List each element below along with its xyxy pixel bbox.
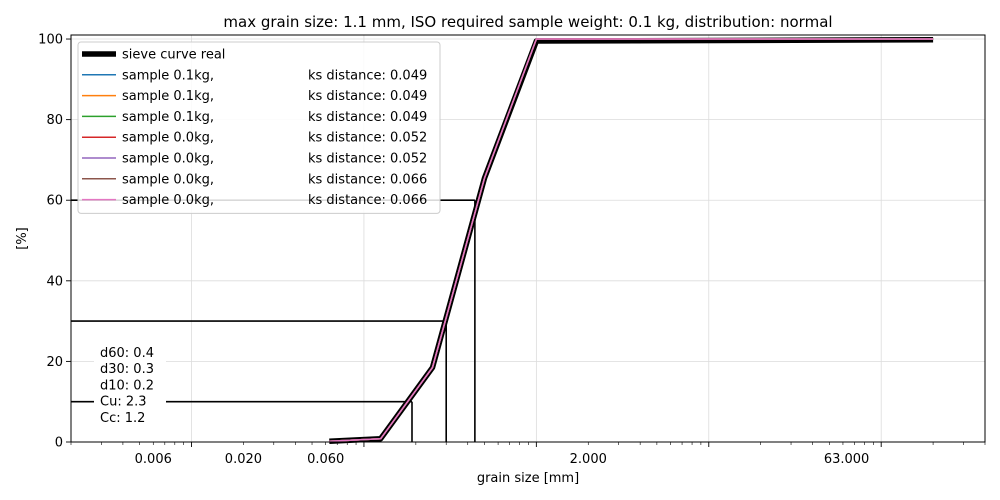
- curves: [329, 37, 934, 444]
- legend-label-sample: sample 0.1kg,: [122, 110, 214, 125]
- plot-frame: [70, 34, 986, 443]
- x-tick-label: 0.020: [225, 452, 262, 467]
- y-tick-label: 0: [55, 436, 63, 451]
- legend-label-sample: sample 0.1kg,: [122, 68, 214, 83]
- legend-label-sample: sample 0.0kg,: [122, 172, 214, 187]
- stat-d10: d10: 0.2: [100, 378, 154, 393]
- legend-ks-distance: ks distance: 0.049: [308, 110, 427, 125]
- legend-ks-distance: ks distance: 0.049: [308, 89, 427, 104]
- legend-ks-distance: ks distance: 0.049: [308, 68, 427, 83]
- sample-curve: [329, 38, 934, 442]
- y-axis-ticks: 0 20 40 60 80 100: [38, 33, 71, 451]
- x-tick-label: 63.000: [824, 452, 870, 467]
- y-tick-label: 100: [38, 33, 63, 48]
- stat-d60: d60: 0.4: [100, 346, 154, 361]
- y-tick-label: 60: [46, 194, 63, 209]
- legend-label-sample: sample 0.0kg,: [122, 152, 214, 167]
- y-tick-label: 40: [46, 274, 63, 289]
- legend-label-sample: sample 0.0kg,: [122, 193, 214, 208]
- legend-ks-distance: ks distance: 0.052: [308, 152, 427, 167]
- legend-label-sample: sample 0.1kg,: [122, 89, 214, 104]
- y-axis-label: [%]: [15, 227, 30, 250]
- y-tick-label: 80: [46, 113, 63, 128]
- legend-label-real: sieve curve real: [122, 48, 225, 63]
- x-axis-label: grain size [mm]: [477, 471, 579, 486]
- legend-ks-distance: ks distance: 0.052: [308, 131, 427, 146]
- stat-d30: d30: 0.3: [100, 362, 154, 377]
- stat-cu: Cu: 2.3: [100, 395, 147, 410]
- x-tick-label: 0.006: [135, 452, 172, 467]
- stat-cc: Cc: 1.2: [100, 411, 145, 426]
- legend-box: [77, 41, 441, 214]
- stats-background: [94, 342, 166, 426]
- x-tick-label: 2.000: [570, 452, 607, 467]
- legend-label-sample: sample 0.0kg,: [122, 131, 214, 146]
- x-tick-label: 0.060: [307, 452, 344, 467]
- chart-title: max grain size: 1.1 mm, ISO required sam…: [223, 13, 832, 31]
- y-tick-label: 20: [46, 355, 63, 370]
- legend: sieve curve real sample 0.1kg, ks distance…: [77, 41, 441, 214]
- legend-ks-distance: ks distance: 0.066: [308, 172, 427, 187]
- x-axis-ticks: 0.006 0.020 0.060 2.000 63.000: [70, 442, 986, 467]
- legend-ks-distance: ks distance: 0.066: [308, 193, 427, 208]
